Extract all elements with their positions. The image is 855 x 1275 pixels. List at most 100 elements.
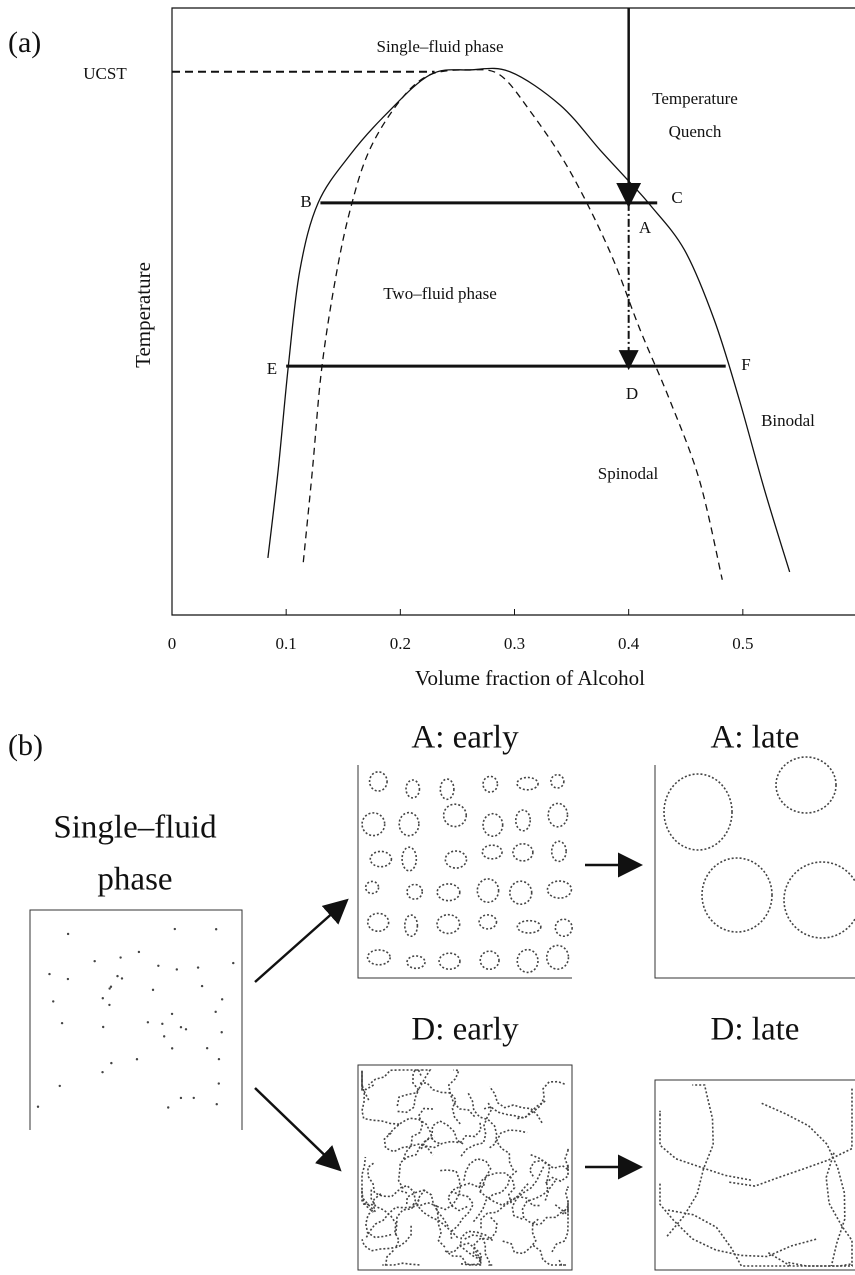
droplet: [510, 881, 532, 904]
droplet: [370, 772, 387, 791]
point-label: A: [639, 218, 652, 237]
speck: [101, 1071, 103, 1073]
x-tick-label: 0: [168, 634, 177, 653]
domain-wall: [503, 1218, 540, 1254]
speck: [110, 1062, 112, 1064]
domain-wall: [555, 1200, 568, 1216]
speck: [197, 966, 199, 968]
domain-wall: [421, 1121, 465, 1149]
domain-wall: [826, 1153, 852, 1266]
domain-wall: [382, 1251, 420, 1266]
domain-wall: [461, 1101, 492, 1156]
speck: [193, 1097, 195, 1099]
domain-wall: [399, 1137, 435, 1188]
y-axis-label: Temperature: [131, 262, 155, 368]
speck: [48, 973, 50, 975]
speck: [163, 1035, 165, 1037]
domain-wall: [388, 1118, 441, 1144]
x-tick-label: 0.4: [618, 634, 640, 653]
speck: [67, 933, 69, 935]
domain-wall: [512, 1165, 544, 1219]
droplet: [664, 774, 732, 850]
speck: [59, 1085, 61, 1087]
curve: [268, 68, 790, 572]
arrow: [255, 902, 345, 982]
droplet: [517, 950, 538, 973]
droplet: [482, 845, 502, 859]
domain-wall: [371, 1190, 399, 1249]
domain-wall: [362, 1084, 399, 1124]
droplet: [440, 779, 454, 799]
state-title: phase: [97, 862, 172, 898]
domain-wall: [437, 1170, 461, 1210]
frame: [655, 1080, 855, 1270]
droplet: [479, 915, 496, 929]
speck: [108, 987, 110, 989]
speck: [221, 998, 223, 1000]
droplet: [406, 780, 419, 798]
droplet: [555, 919, 572, 936]
speck: [216, 1103, 218, 1105]
point-label: B: [300, 192, 311, 211]
speck: [52, 1000, 54, 1002]
droplet: [784, 862, 855, 938]
speck: [176, 968, 178, 970]
domain-wall: [517, 1082, 566, 1119]
speck: [102, 997, 104, 999]
droplet: [366, 881, 379, 893]
frame: [655, 765, 855, 978]
arrow: [255, 1088, 338, 1168]
droplet: [399, 813, 419, 836]
droplet: [445, 851, 466, 868]
speck: [152, 989, 154, 991]
domain-wall: [472, 1171, 517, 1223]
speck: [171, 1047, 173, 1049]
speck: [147, 1021, 149, 1023]
domain-wall: [411, 1203, 445, 1247]
speck: [136, 1058, 138, 1060]
speck: [218, 1058, 220, 1060]
x-axis-label: Volume fraction of Alcohol: [415, 666, 645, 690]
speck: [119, 956, 121, 958]
domain-wall: [368, 1162, 407, 1196]
state-title: A: early: [411, 720, 519, 756]
state-title: D: late: [711, 1012, 800, 1048]
quench-label: Temperature: [652, 89, 738, 108]
figure: (a) Volume fraction of Alcohol Temperatu…: [0, 0, 855, 1275]
x-tick-label: 0.2: [390, 634, 411, 653]
x-tick-label: 0.3: [504, 634, 525, 653]
droplet: [437, 915, 460, 934]
domain-wall: [660, 1111, 751, 1180]
speck: [67, 978, 69, 980]
speck: [61, 1022, 63, 1024]
speck: [157, 965, 159, 967]
domain-wall: [668, 1210, 790, 1266]
point-label: F: [741, 355, 750, 374]
domain-wall: [541, 1187, 569, 1225]
domain-wall: [365, 1200, 419, 1240]
domain-wall: [362, 1070, 369, 1100]
speck: [214, 1011, 216, 1013]
droplet: [517, 777, 538, 789]
speck: [138, 951, 140, 953]
curve-label: Binodal: [761, 411, 815, 430]
panel-label: (a): [8, 26, 41, 59]
speck: [174, 928, 176, 930]
speck: [93, 960, 95, 962]
speck: [180, 1026, 182, 1028]
curve-label: Spinodal: [598, 464, 659, 483]
speck: [161, 1023, 163, 1025]
domain-wall: [464, 1159, 491, 1194]
droplet: [370, 851, 391, 866]
speck: [218, 1082, 220, 1084]
droplet: [368, 950, 391, 965]
domain-wall: [530, 1160, 550, 1200]
domain-wall: [366, 1194, 393, 1238]
curve: [303, 70, 722, 580]
droplet: [552, 841, 566, 861]
x-tick-label: 0.1: [276, 634, 297, 653]
speck: [180, 1097, 182, 1099]
x-tick-label: 0.5: [732, 634, 753, 653]
frame: [30, 910, 242, 1130]
droplet: [551, 775, 564, 788]
